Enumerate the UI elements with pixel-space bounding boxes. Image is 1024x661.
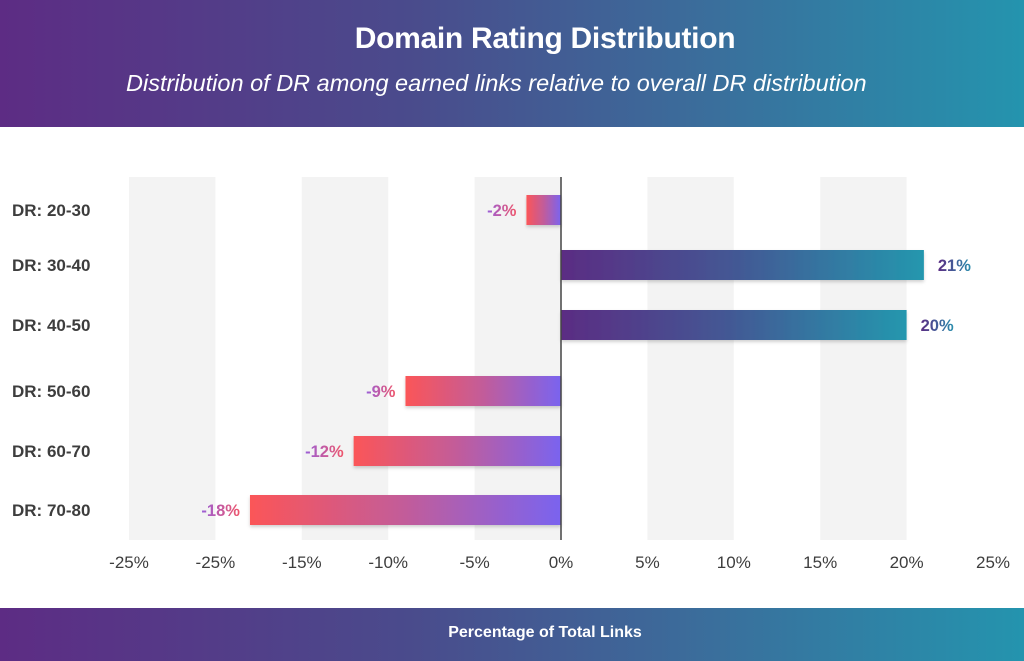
positive-bar: [561, 310, 907, 340]
chart-title: Domain Rating Distribution: [354, 22, 736, 55]
negative-bar: [353, 436, 561, 466]
x-tick-labels: -25% -25% -15% -10% -5% 0% 5% 10% 15% 20% 25%: [109, 553, 1010, 572]
x-axis-label: Percentage of Total Links: [448, 624, 642, 641]
category-label: DR: 70-80: [12, 501, 90, 520]
value-label: -2%: [487, 202, 517, 220]
category-labels: DR: 20-30 DR: 30-40 DR: 40-50 DR: 50-60 DR: …: [12, 201, 90, 520]
x-axis-title-band: Percentage of Total Links: [0, 608, 1024, 661]
category-label: DR: 60-70: [12, 442, 90, 461]
x-tick-label: 25%: [976, 553, 1010, 572]
negative-bar: [405, 376, 561, 406]
chart-header: Domain Rating Distribution Distribution …: [0, 0, 1024, 127]
x-tick-label: 20%: [890, 553, 924, 572]
value-label: 21%: [938, 257, 971, 275]
value-label: -18%: [201, 502, 240, 520]
value-label: -9%: [366, 383, 396, 401]
category-label: DR: 30-40: [12, 256, 90, 275]
positive-bar: [561, 250, 924, 280]
value-labels: -2% 21% 20% -9% -12% -18%: [201, 202, 971, 520]
x-tick-label: -5%: [459, 553, 489, 572]
x-tick-label: 5%: [635, 553, 660, 572]
chart-subtitle: Distribution of DR among earned links re…: [126, 70, 867, 96]
x-tick-label: 15%: [803, 553, 837, 572]
bar-chart: DR: 20-30 DR: 30-40 DR: 40-50 DR: 50-60 DR: …: [12, 177, 1010, 572]
category-label: DR: 40-50: [12, 316, 90, 335]
category-label: DR: 20-30: [12, 201, 90, 220]
value-label: 20%: [921, 317, 954, 335]
negative-bar: [249, 495, 561, 525]
grid-band: [820, 177, 907, 540]
bars: [249, 195, 924, 525]
x-tick-label: 0%: [549, 553, 574, 572]
grid-band: [647, 177, 734, 540]
x-tick-label: -15%: [282, 553, 322, 572]
x-tick-label: 10%: [717, 553, 751, 572]
category-label: DR: 50-60: [12, 382, 90, 401]
negative-bar: [526, 195, 561, 225]
grid-band: [129, 177, 216, 540]
grid-band: [301, 177, 389, 540]
grid-bands: [129, 177, 907, 540]
grid-band: [474, 177, 561, 540]
x-tick-label: -25%: [196, 553, 236, 572]
value-label: -12%: [305, 443, 344, 461]
x-tick-label: -25%: [109, 553, 149, 572]
x-tick-label: -10%: [368, 553, 408, 572]
